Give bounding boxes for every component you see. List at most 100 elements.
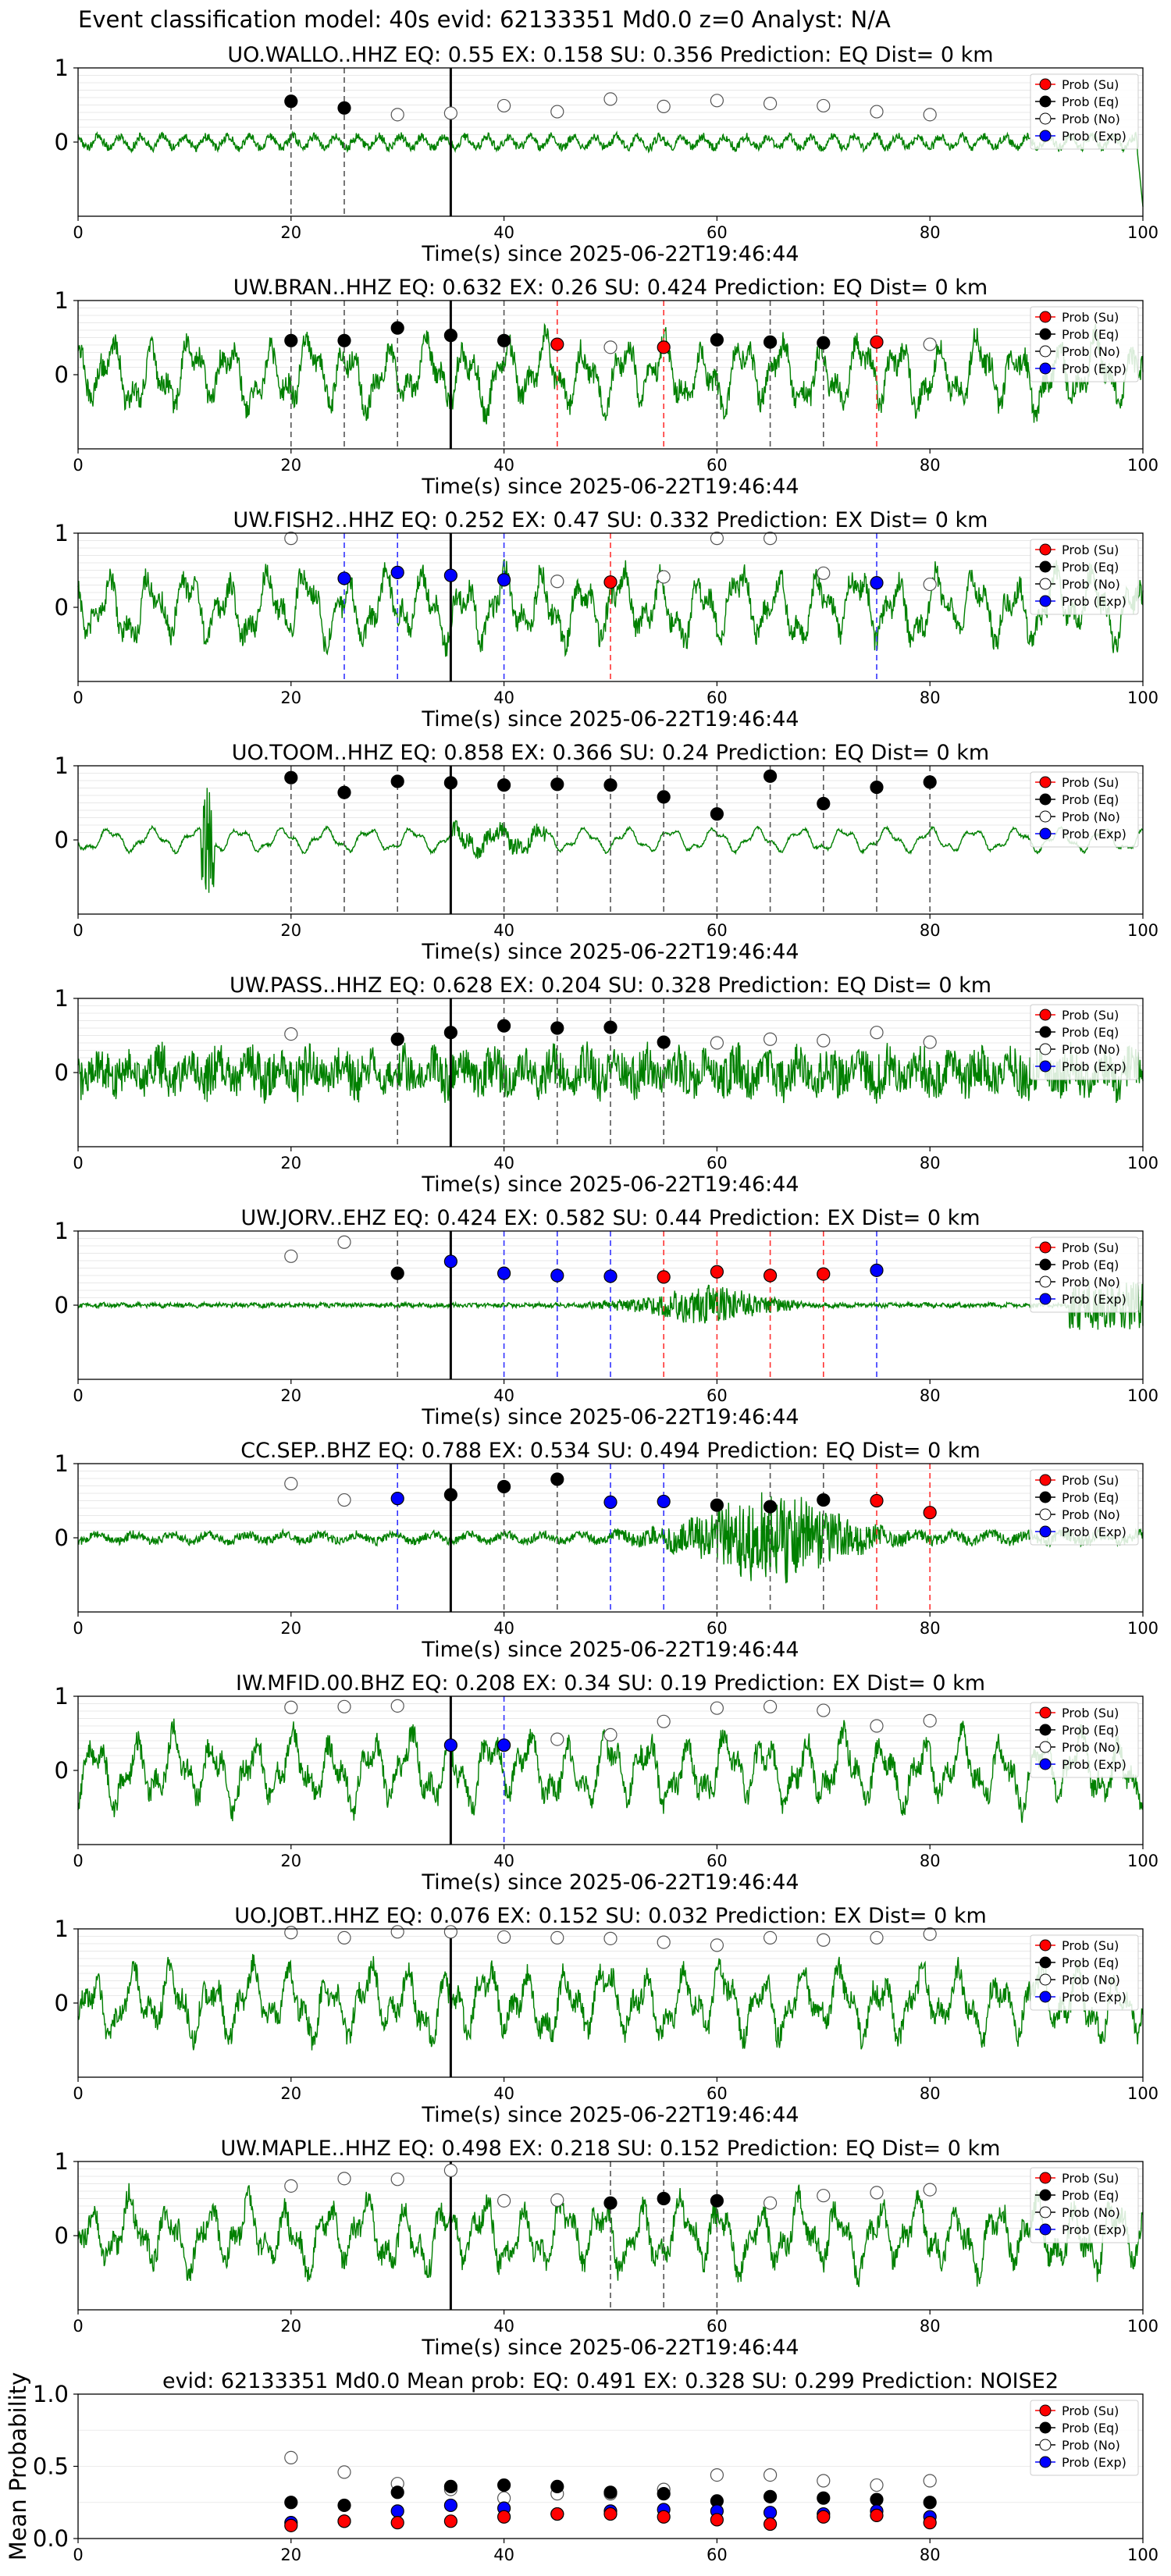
legend-label-eq: Prob (Eq): [1062, 1723, 1119, 1738]
legend-label-exp: Prob (Exp): [1062, 1525, 1127, 1539]
prob-point-no: [710, 94, 724, 108]
prob-point-eq: [550, 1021, 564, 1035]
x-tick-label: 0: [73, 456, 83, 475]
panel-4: UW.PASS..HHZ EQ: 0.628 EX: 0.204 SU: 0.3…: [55, 973, 1159, 1197]
legend-marker-eq: [1039, 2421, 1052, 2434]
prob-point-su: [870, 335, 884, 349]
legend-marker-eq: [1039, 560, 1052, 573]
x-tick-label: 60: [707, 1386, 728, 1405]
panel-5: UW.JORV..EHZ EQ: 0.424 EX: 0.582 SU: 0.4…: [55, 1206, 1159, 1429]
x-tick-label: 0: [73, 1154, 83, 1172]
legend-label-su: Prob (Su): [1062, 1008, 1119, 1023]
mean-point-no: [337, 2465, 351, 2479]
legend-marker-eq: [1039, 1724, 1052, 1736]
prob-point-no: [923, 1927, 937, 1941]
mean-point-no: [710, 2468, 724, 2482]
y-tick-label: 0: [55, 1757, 69, 1784]
legend-marker-eq: [1039, 1491, 1052, 1503]
x-tick-label: 60: [707, 2084, 728, 2103]
prob-point-eq: [390, 321, 404, 335]
panel-6: CC.SEP..BHZ EQ: 0.788 EX: 0.534 SU: 0.49…: [55, 1439, 1159, 1662]
x-tick-label: 80: [920, 1154, 941, 1172]
axes-frame: [77, 2393, 1144, 2539]
prob-point-su: [923, 1506, 937, 1520]
axes-frame: [77, 1695, 1144, 1845]
legend-marker-no: [1039, 1043, 1052, 1055]
mean-point-su: [817, 2510, 831, 2524]
y-tick-label: 1: [55, 985, 69, 1012]
x-tick-label: 20: [280, 1154, 301, 1172]
prob-point-no: [923, 1035, 937, 1049]
panel-8: UO.JOBT..HHZ EQ: 0.076 EX: 0.152 SU: 0.0…: [55, 1904, 1159, 2127]
x-tick-label: 100: [1127, 1386, 1159, 1405]
legend-label-no: Prob (No): [1062, 1275, 1120, 1290]
prob-point-no: [657, 99, 671, 113]
prob-point-no: [870, 1719, 884, 1733]
y-tick-label: 0.0: [33, 2525, 69, 2552]
legend-marker-su: [1039, 543, 1052, 556]
legend-label-eq: Prob (Eq): [1062, 2188, 1119, 2203]
prob-point-exp: [870, 576, 884, 590]
x-tick-label: 80: [920, 1386, 941, 1405]
x-tick-label: 80: [920, 2084, 941, 2103]
legend-marker-no: [1039, 112, 1052, 125]
prob-point-eq: [923, 775, 937, 789]
y-tick-label: 0: [55, 594, 69, 621]
prob-point-no: [550, 1732, 564, 1746]
prob-point-eq: [710, 1498, 724, 1512]
mean-point-no: [923, 2474, 937, 2488]
x-tick-label: 0: [73, 2317, 83, 2336]
mean-point-eq: [763, 2489, 778, 2503]
legend-label-su: Prob (Su): [1062, 775, 1119, 790]
prob-point-exp: [603, 1269, 618, 1283]
x-tick-label: 20: [280, 223, 301, 242]
legend-marker-su: [1039, 1009, 1052, 1021]
legend-marker-exp: [1039, 2223, 1052, 2236]
y-tick-label: 0: [55, 1525, 69, 1551]
legend-label-eq: Prob (Eq): [1062, 560, 1119, 575]
x-tick-label: 80: [920, 921, 941, 940]
x-tick-label: 40: [493, 1619, 514, 1638]
prob-point-no: [337, 1235, 351, 1249]
legend-marker-exp: [1039, 130, 1052, 142]
mean-point-eq: [870, 2492, 884, 2507]
x-tick-label: 40: [493, 1386, 514, 1405]
legend-label-exp: Prob (Exp): [1062, 594, 1127, 609]
legend-label-exp: Prob (Exp): [1062, 2455, 1127, 2470]
axes-frame: [77, 998, 1144, 1147]
legend-marker-eq: [1039, 1258, 1052, 1271]
panel-title: CC.SEP..BHZ EQ: 0.788 EX: 0.534 SU: 0.49…: [240, 1439, 981, 1463]
y-tick-label: 1: [55, 55, 69, 81]
legend-label-no: Prob (No): [1062, 2438, 1120, 2453]
x-tick-label: 40: [493, 2084, 514, 2103]
prob-point-no: [284, 1700, 298, 1714]
prob-point-exp: [443, 568, 458, 582]
x-tick-label: 20: [280, 1619, 301, 1638]
legend-marker-exp: [1039, 362, 1052, 375]
y-tick-label: 1: [55, 520, 69, 546]
legend-marker-eq: [1039, 328, 1052, 340]
x-axis-label: Time(s) since 2025-06-22T19:46:44: [421, 475, 799, 499]
prob-point-eq: [763, 1500, 778, 1514]
prob-point-no: [763, 2196, 778, 2210]
panel-7: IW.MFID.00.BHZ EQ: 0.208 EX: 0.34 SU: 0.…: [55, 1671, 1159, 1895]
prob-point-su: [657, 340, 671, 354]
prob-point-no: [817, 1703, 831, 1717]
prob-point-eq: [710, 807, 724, 821]
mean-point-su: [443, 2514, 458, 2528]
prob-point-no: [923, 2183, 937, 2197]
x-tick-label: 60: [707, 2317, 728, 2336]
prob-point-eq: [443, 329, 458, 343]
prob-point-no: [390, 108, 404, 122]
prob-point-eq: [657, 790, 671, 804]
prob-point-no: [443, 106, 458, 120]
x-tick-label: 40: [493, 2317, 514, 2336]
prob-point-no: [763, 1930, 778, 1944]
legend-marker-no: [1039, 2206, 1052, 2218]
prob-point-no: [817, 1933, 831, 1947]
prob-point-no: [337, 1930, 351, 1944]
legend-box: [1030, 306, 1139, 382]
prob-point-no: [390, 1699, 404, 1713]
mean-point-eq: [657, 2487, 671, 2501]
y-tick-label: 1: [55, 753, 69, 779]
